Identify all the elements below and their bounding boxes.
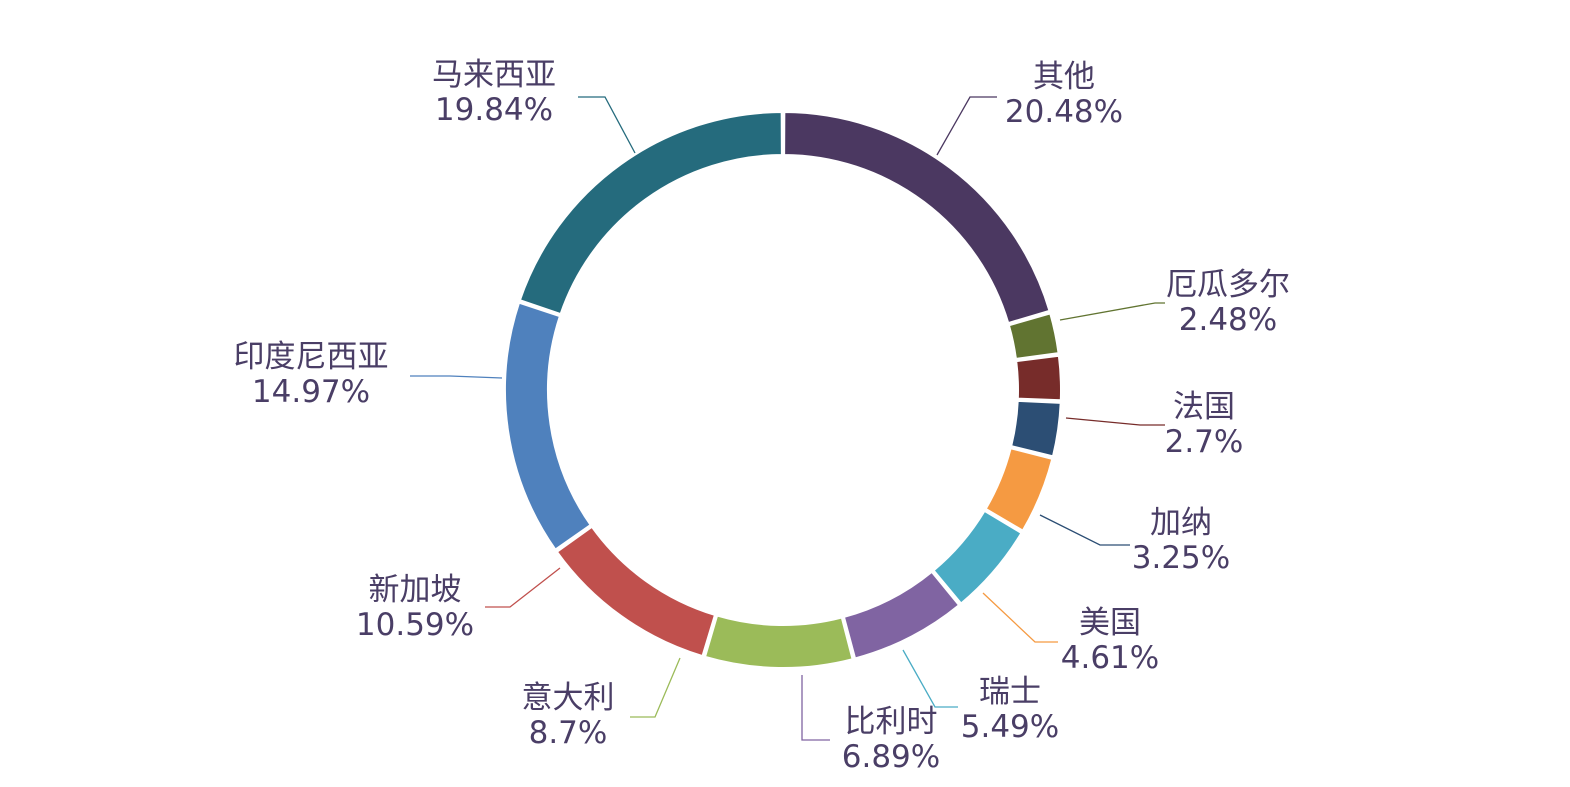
leader-line [485,567,561,608]
slice-group [504,110,1062,669]
slice-label-value: 3.25% [1132,540,1230,576]
donut-slice [783,110,1051,325]
leader-line [578,96,636,154]
slice-label-name: 印度尼西亚 [234,339,389,375]
slice-label-name: 新加坡 [369,572,462,608]
donut-slice [518,110,783,316]
leader-line [902,649,958,708]
donut-slice [703,614,854,669]
donut-slice [932,509,1023,605]
leader-line [1065,417,1165,426]
slice-label-value: 20.48% [1005,94,1123,130]
leader-line [936,96,997,156]
slice-label-value: 5.49% [961,709,1059,745]
donut-slice [504,301,592,552]
donut-slice [842,570,961,660]
slice-label-value: 14.97% [252,374,370,410]
donut-slice [984,447,1054,533]
donut-slice [1007,312,1060,360]
slice-label-value: 19.84% [435,92,553,128]
slice-label-name: 其他 [1033,59,1095,95]
slice-label-value: 10.59% [356,607,474,643]
slice-label-name: 法国 [1173,389,1235,425]
leader-line [1039,514,1130,546]
leader-line [982,592,1058,643]
slice-label-value: 2.7% [1165,424,1244,460]
donut-slice [1015,354,1062,402]
leader-line-group [410,96,1165,741]
leader-line [1059,302,1165,321]
slice-label-value: 4.61% [1061,640,1159,676]
slice-label-name: 比利时 [845,704,938,740]
slice-label-name: 瑞士 [979,674,1041,710]
donut-slice [1010,399,1062,458]
leader-line [410,375,503,379]
slice-label-name: 意大利 [522,680,615,716]
leader-line [801,675,830,741]
slice-label-value: 6.89% [842,739,940,775]
slice-label-value: 2.48% [1179,302,1277,338]
slice-label-name: 加纳 [1150,505,1212,541]
slice-label-name: 马来西亚 [432,57,556,93]
donut-slice [555,525,717,658]
slice-label-name: 厄瓜多尔 [1166,267,1290,303]
slice-label-value: 8.7% [529,715,608,751]
leader-line [630,657,681,718]
slice-label-name: 美国 [1079,605,1141,641]
